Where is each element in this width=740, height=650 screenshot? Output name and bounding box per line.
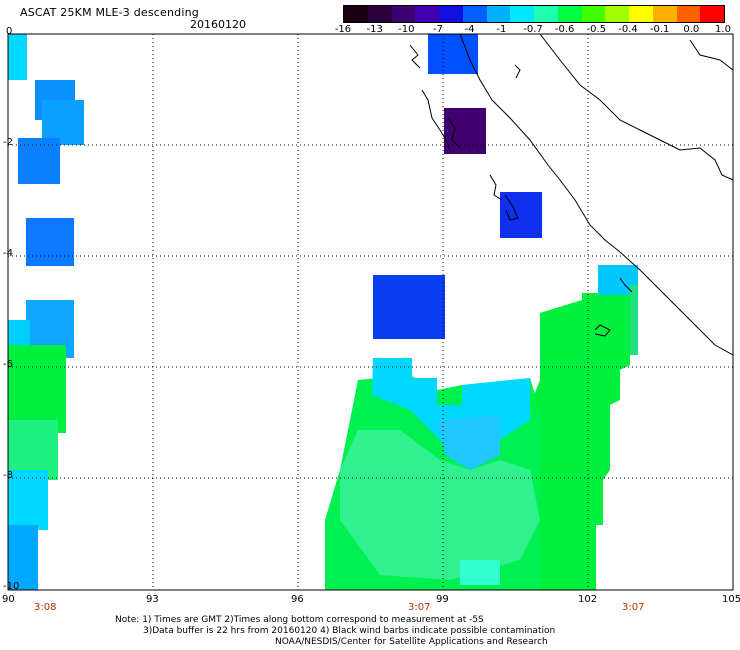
colorbar-swatch <box>367 6 392 22</box>
colorbar-swatch <box>605 6 629 22</box>
colorbar-label: -16 <box>334 24 352 35</box>
colorbar-label: -0.7 <box>523 24 543 35</box>
colorbar-label: -7 <box>433 24 443 35</box>
colorbar-swatch <box>486 6 511 22</box>
swath-data <box>8 34 638 590</box>
colorbar-swatch <box>510 6 534 22</box>
colorbar-label: -1 <box>496 24 507 35</box>
colorbar-swatch <box>439 6 463 22</box>
colorbar-label: -4 <box>464 24 475 35</box>
x-tick-label: 96 <box>291 594 304 605</box>
colorbar-swatch <box>676 6 701 22</box>
footnote: Note: 1) Times are GMT 2)Times along bot… <box>115 615 635 648</box>
colorbar-swatch <box>415 6 439 22</box>
x-tick-label: 99 <box>436 594 449 605</box>
colorbar-swatch <box>391 6 416 22</box>
y-tick-label: -8 <box>3 470 13 481</box>
x-tick-label: 102 <box>578 594 598 605</box>
footnote-line-1: Note: 1) Times are GMT 2)Times along bot… <box>115 615 484 625</box>
colorbar-label: -0.1 <box>649 24 670 35</box>
coastline <box>409 33 734 356</box>
colorbar-label: -0.4 <box>618 24 638 35</box>
x-tick-label: 105 <box>722 594 740 605</box>
footnote-line-2: 3)Data buffer is 22 hrs from 20160120 4)… <box>143 626 556 636</box>
colorbar-label: -13 <box>366 24 383 35</box>
colorbar-swatch <box>462 6 487 22</box>
colorbar-swatch <box>557 6 582 22</box>
product-date: 20160120 <box>190 18 246 31</box>
y-tick-label: -10 <box>3 581 20 592</box>
plot-frame <box>7 33 734 591</box>
pass-time: 3:07 <box>408 602 431 613</box>
colorbar-swatch <box>700 6 724 22</box>
colorbar-swatch <box>652 6 677 22</box>
colorbar-labels: -16 -13 -10 -7 -4 -1 -0.7 -0.6 -0.5 -0.4 -0.1 0.0 1.… <box>330 24 740 36</box>
colorbar <box>343 5 725 23</box>
product-title: ASCAT 25KM MLE-3 descending <box>20 6 199 19</box>
colorbar-swatch <box>344 6 368 22</box>
colorbar-label: -10 <box>398 24 415 35</box>
footnote-line-3: NOAA/NESDIS/Center for Satellite Applica… <box>275 637 548 647</box>
colorbar-swatch <box>534 6 558 22</box>
colorbar-label: 1.0 <box>715 24 731 35</box>
colorbar-swatch <box>581 6 606 22</box>
x-tick-label: 90 <box>2 594 15 605</box>
colorbar-label: -0.5 <box>586 24 607 35</box>
x-tick-label: 93 <box>146 594 159 605</box>
colorbar-label: 0.0 <box>683 24 700 35</box>
y-tick-label: 0 <box>6 26 13 37</box>
colorbar-swatch <box>629 6 653 22</box>
pass-time: 3:07 <box>622 602 645 613</box>
colorbar-label: -0.6 <box>554 24 575 35</box>
y-tick-label: -6 <box>3 359 13 370</box>
y-tick-label: -4 <box>3 248 13 259</box>
y-tick-label: -2 <box>3 137 13 148</box>
pass-time: 3:08 <box>34 602 57 613</box>
